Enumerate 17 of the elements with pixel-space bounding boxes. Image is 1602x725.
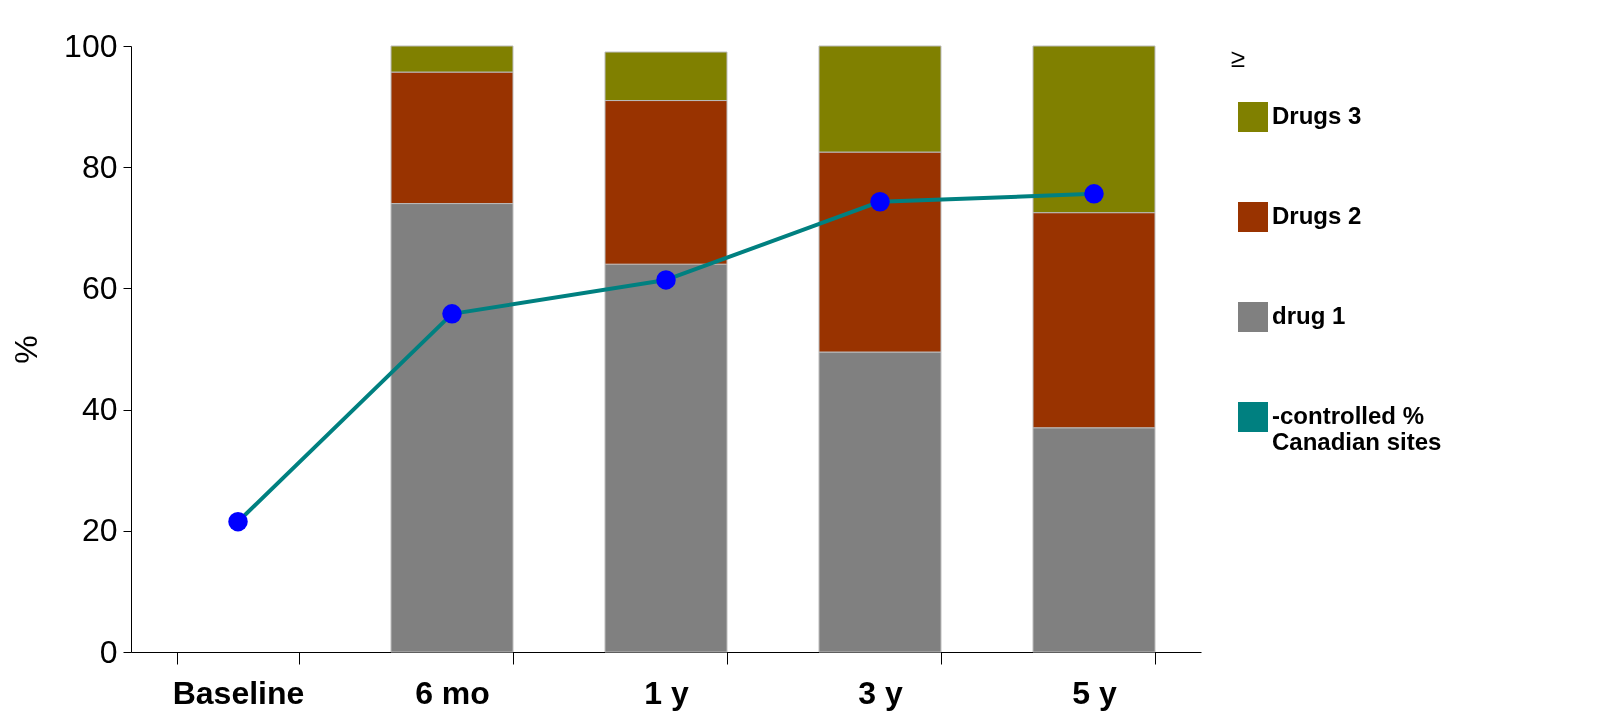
y-tick-label: 60 <box>81 269 118 306</box>
x-tick-label: Baseline <box>172 674 305 711</box>
x-tick-label: 3 y <box>858 674 903 711</box>
y-tick-label: 100 <box>64 27 118 64</box>
legend-label: -controlled % Canadian sites <box>1272 402 1442 455</box>
legend-label: Drugs 3 <box>1272 102 1362 129</box>
x-tick-label: 6 mo <box>415 674 490 711</box>
x-tick-label: 1 y <box>644 674 689 711</box>
y-tick-label: 80 <box>81 148 118 185</box>
y-tick-label: 40 <box>81 391 118 428</box>
y-tick-label: 0 <box>99 633 118 670</box>
y-tick-label: 20 <box>81 512 118 549</box>
legend-label: Drugs 2 <box>1272 202 1362 229</box>
x-tick-label: 5 y <box>1072 674 1117 711</box>
legend-label: drug 1 <box>1272 302 1346 329</box>
legend-title: ≥ <box>1230 43 1246 73</box>
y-axis-title: % <box>8 335 45 364</box>
